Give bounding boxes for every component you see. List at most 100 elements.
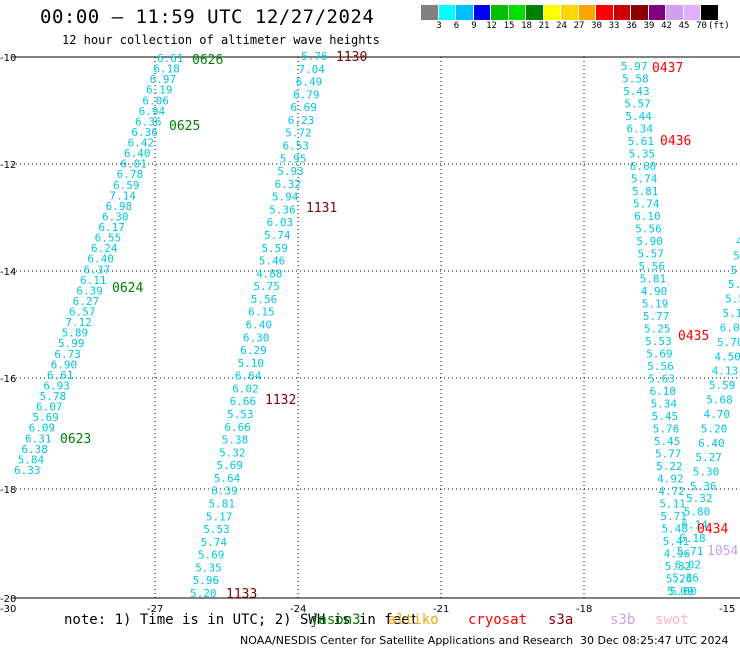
x-tick-label: -15 xyxy=(719,604,735,615)
wave-height-label: 6.11 xyxy=(80,274,107,287)
wave-height-label: 6.39 xyxy=(211,485,238,498)
wave-height-label: 5.34 xyxy=(651,398,678,411)
wave-height-label: 6.42 xyxy=(128,137,154,150)
legend-swatch xyxy=(491,5,509,20)
legend-swatch xyxy=(613,5,631,20)
pass-time-label: 1133 xyxy=(226,587,257,602)
wave-height-label: 6.29 xyxy=(240,344,267,357)
wave-height-label: 6.02 xyxy=(675,558,702,571)
legend-label: 9 xyxy=(471,21,477,31)
pass-time-label: 0625 xyxy=(169,119,200,134)
wave-height-label: 6.78 xyxy=(117,168,143,181)
y-tick-label: -18 xyxy=(0,485,16,496)
legend-label: 3 xyxy=(436,21,442,31)
wave-height-label: 6.19 xyxy=(146,84,173,97)
page-title: 00:00 – 11:59 UTC 12/27/2024 xyxy=(40,6,375,28)
footer-credit: NOAA/NESDIS Center for Satellite Applica… xyxy=(240,634,574,647)
legend-swatch xyxy=(543,5,561,20)
pass-time-label: 0434 xyxy=(697,522,728,537)
pass-time-label: 0623 xyxy=(60,432,91,447)
wave-height-label: 6.14 xyxy=(681,519,708,532)
wave-height-label: 5 xyxy=(733,249,740,262)
wave-height-label: 5.74 xyxy=(631,173,658,186)
satellite-name: cryosat xyxy=(468,612,528,628)
legend-swatch xyxy=(526,5,544,20)
wave-height-label: 6.98 xyxy=(106,200,132,213)
wave-height-label: 6.24 xyxy=(91,242,118,255)
wave-height-label: 5.74 xyxy=(264,229,291,242)
wave-height-label: 5.57 xyxy=(637,248,664,261)
wave-height-label: 6.07 xyxy=(36,401,63,414)
wave-height-label: 6.66 xyxy=(230,395,257,408)
wave-height-label: 5.61 xyxy=(628,135,655,148)
legend-swatch xyxy=(561,5,579,20)
wave-height-label: 5.81 xyxy=(640,273,667,286)
wave-height-label: 5.69 xyxy=(32,411,59,424)
wave-height-label: 6.37 xyxy=(84,263,111,276)
wave-height-label: 5.35 xyxy=(629,148,656,161)
legend-swatch xyxy=(596,5,614,20)
wave-height-label: 6.97 xyxy=(150,73,177,86)
legend-swatch xyxy=(508,5,526,20)
wave-height-label: 5.57 xyxy=(624,98,651,111)
legend-swatch xyxy=(473,5,491,20)
legend-label: 30 xyxy=(591,21,602,31)
wave-height-label: 4.70 xyxy=(704,408,731,421)
legend-swatch xyxy=(683,5,701,20)
wave-height-label: 5.56 xyxy=(647,360,674,373)
wave-height-label: 6.40 xyxy=(124,147,151,160)
wave-height-label: 5.74 xyxy=(201,536,228,549)
wave-height-label: 5.09 xyxy=(667,585,694,598)
wave-height-label: 5.36 xyxy=(672,572,699,585)
wave-height-label: 4.90 xyxy=(641,285,668,298)
pass-time-label: 0626 xyxy=(192,53,223,68)
x-tick-label: -24 xyxy=(290,604,306,615)
wave-height-label: 6.02 xyxy=(232,382,258,395)
wave-height-label: 6.57 xyxy=(69,306,96,319)
wave-height-label: 6.15 xyxy=(248,306,275,319)
satellite-name: jason3 xyxy=(310,612,361,628)
wave-height-label: 6.64 xyxy=(235,370,262,383)
wave-height-label: 5.32 xyxy=(665,560,692,573)
legend-label: 18 xyxy=(521,21,532,31)
wave-height-label: 6.04 xyxy=(720,321,740,334)
wave-height-label: 5.59 xyxy=(709,379,736,392)
wave-height-label: 5.35 xyxy=(195,561,222,574)
wave-height-label: 4.50 xyxy=(714,350,740,363)
wave-height-label: 5.78 xyxy=(40,390,67,403)
pass-time-label: 0436 xyxy=(660,134,691,149)
wave-height-label: 6.40 xyxy=(87,253,114,266)
wave-height-label: 5.81 xyxy=(209,498,236,511)
wave-height-label: 5.43 xyxy=(623,85,650,98)
wave-height-label: 6.66 xyxy=(224,421,251,434)
legend-label: 42 xyxy=(661,21,672,31)
legend-label: 36 xyxy=(626,21,637,31)
wave-height-label: 5.68 xyxy=(706,394,733,407)
wave-height-label: 5.30 xyxy=(693,466,720,479)
wave-height-label: 5.56 xyxy=(635,223,662,236)
legend-label: 70 xyxy=(696,21,707,31)
wave-height-label: 5.95 xyxy=(280,152,307,165)
wave-height-label: 6.69 xyxy=(290,101,317,114)
y-tick-label: -16 xyxy=(0,374,16,385)
legend-unit: (ft) xyxy=(708,21,730,31)
wave-height-label: 6.34 xyxy=(626,123,653,136)
wave-height-label: 5.32 xyxy=(686,492,713,505)
satellite-name: altiko xyxy=(388,612,439,628)
legend-swatch xyxy=(701,5,719,20)
wave-height-label: 5.27 xyxy=(695,451,722,464)
y-tick-label: -10 xyxy=(0,53,16,64)
wave-height-label: 5.56 xyxy=(251,293,277,306)
wave-height-label: 7.12 xyxy=(65,316,92,329)
wave-height-label: 6.09 xyxy=(29,422,55,435)
wave-height-label: 5.18 xyxy=(722,307,740,320)
x-tick-label: -21 xyxy=(433,604,449,615)
wave-height-label: 6.39 xyxy=(76,284,103,297)
wave-height-label: 4.72 xyxy=(658,485,685,498)
y-tick-label: -20 xyxy=(0,594,16,605)
wave-height-label: 6.10 xyxy=(649,385,676,398)
wave-height-label: 6.79 xyxy=(293,88,320,101)
wave-height-label: 6.10 xyxy=(634,210,661,223)
satellite-name: s3b xyxy=(610,612,636,628)
wave-height-label: 5.69 xyxy=(216,459,243,472)
